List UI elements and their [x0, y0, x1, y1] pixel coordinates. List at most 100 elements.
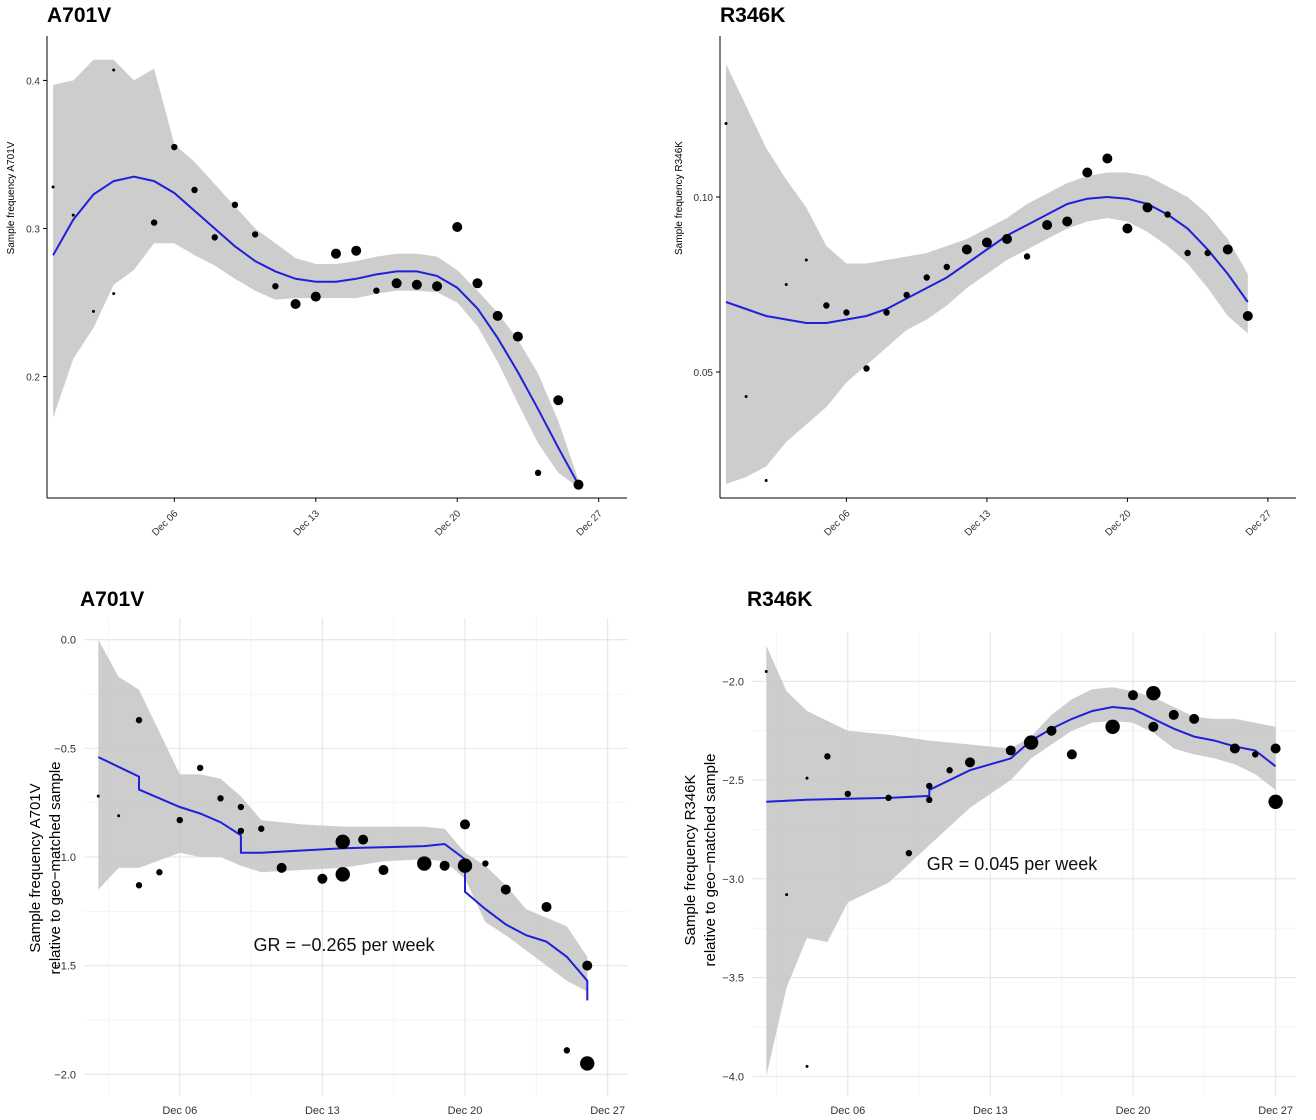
y-tick-label: −2.5	[722, 775, 744, 787]
data-point	[1062, 216, 1073, 227]
data-point	[251, 231, 259, 238]
data-point	[150, 219, 158, 226]
data-point	[217, 795, 224, 802]
data-point	[926, 782, 933, 790]
data-point	[923, 274, 930, 281]
chart-title: A701V	[80, 588, 145, 611]
data-point	[1102, 153, 1113, 164]
confidence-ribbon	[726, 64, 1248, 484]
data-point	[472, 278, 483, 289]
x-tick-label: Dec 06	[822, 508, 852, 538]
data-point	[335, 834, 350, 849]
y-tick-label: −2.0	[722, 676, 744, 688]
data-point	[373, 287, 380, 294]
data-point	[1204, 249, 1211, 257]
x-tick-label: Dec 27	[1244, 508, 1274, 538]
fit-line	[766, 705, 1277, 803]
data-point	[457, 858, 473, 873]
x-tick-label: Dec 06	[830, 1105, 865, 1117]
data-point	[432, 281, 443, 292]
chart-title: R346K	[747, 588, 813, 611]
data-point	[1023, 735, 1039, 750]
data-point	[1222, 244, 1233, 255]
data-point	[117, 814, 121, 818]
data-point	[844, 790, 851, 798]
fit-line	[52, 175, 580, 486]
data-point	[1142, 202, 1153, 213]
data-point	[96, 794, 100, 798]
x-tick-label: Dec 13	[973, 1105, 1008, 1117]
data-point	[351, 245, 362, 256]
data-point	[903, 291, 910, 299]
fit-line	[725, 195, 1249, 324]
data-point	[358, 834, 369, 845]
data-point	[492, 310, 503, 321]
data-point	[317, 873, 328, 884]
confidence-ribbon	[766, 645, 1276, 1077]
data-point	[272, 283, 279, 290]
data-point	[981, 237, 992, 248]
data-point	[500, 884, 511, 895]
data-point	[541, 901, 552, 912]
data-point	[563, 1047, 571, 1054]
data-point	[71, 213, 75, 217]
data-point	[452, 222, 463, 233]
data-point	[946, 767, 953, 774]
y-tick-label: −3.5	[722, 973, 744, 985]
data-point	[534, 469, 542, 477]
data-point	[1146, 686, 1161, 701]
data-point	[51, 185, 55, 189]
y-tick-label: 0.10	[694, 193, 714, 204]
y-tick-label: −1.0	[54, 852, 76, 864]
data-point	[135, 882, 143, 889]
x-tick-label: Dec 13	[305, 1105, 340, 1117]
data-point	[926, 796, 933, 804]
chart-title: R346K	[720, 4, 786, 27]
data-point	[1001, 234, 1012, 244]
data-point	[91, 309, 95, 313]
data-point	[112, 292, 116, 296]
data-point	[724, 122, 728, 125]
data-point	[943, 263, 950, 271]
x-tick-label: Dec 13	[292, 508, 322, 538]
x-tick-label: Dec 20	[433, 508, 463, 538]
data-point	[961, 244, 972, 255]
data-point	[1252, 751, 1259, 758]
data-point	[135, 716, 143, 724]
y-tick-label: −3.0	[722, 874, 744, 886]
y-tick-label: 0.2	[26, 373, 40, 384]
data-point	[1122, 223, 1133, 234]
y-axis-label: relative to geo−matched sample	[47, 761, 64, 974]
data-point	[276, 862, 287, 873]
data-point	[764, 479, 768, 482]
x-tick-label: Dec 06	[150, 508, 180, 538]
data-point	[764, 669, 768, 673]
data-point	[1229, 743, 1240, 754]
data-point	[883, 309, 890, 316]
y-tick-label: 0.05	[694, 368, 714, 379]
y-tick-label: 0.4	[26, 76, 40, 87]
y-tick-label: −1.5	[54, 961, 76, 973]
x-tick-label: Dec 20	[1103, 508, 1133, 538]
y-tick-label: −4.0	[722, 1071, 744, 1083]
data-point	[112, 68, 116, 72]
data-point	[512, 331, 523, 342]
data-point	[965, 757, 976, 768]
chart-plot: 0.2 0.3 0.4 Dec 06 Dec 13 Dec 20 Dec 27 Sample …	[6, 36, 627, 539]
fit-line	[97, 756, 589, 1001]
data-point	[335, 867, 350, 882]
x-tick-label: Dec 27	[575, 508, 605, 538]
data-point	[439, 860, 450, 871]
data-point	[1042, 220, 1053, 230]
chart-plot: −2.0 −2.5 −3.0 −3.5 −4.0 Dec 06 Dec 13 Dec 20 De…	[682, 632, 1296, 1117]
y-axis-label: Sample frequency A701V	[6, 141, 17, 254]
data-point	[1242, 311, 1253, 321]
x-tick-label: Dec 13	[963, 508, 993, 538]
data-point	[237, 803, 245, 811]
data-point	[863, 365, 870, 372]
data-point	[823, 302, 830, 309]
data-point	[176, 816, 183, 824]
chart-plot: 0.0 −0.5 −1.0 −1.5 −2.0 Dec 06 Dec 13 Dec 20 Dec…	[27, 618, 628, 1117]
data-point	[211, 234, 218, 241]
chart-title: A701V	[47, 4, 112, 27]
